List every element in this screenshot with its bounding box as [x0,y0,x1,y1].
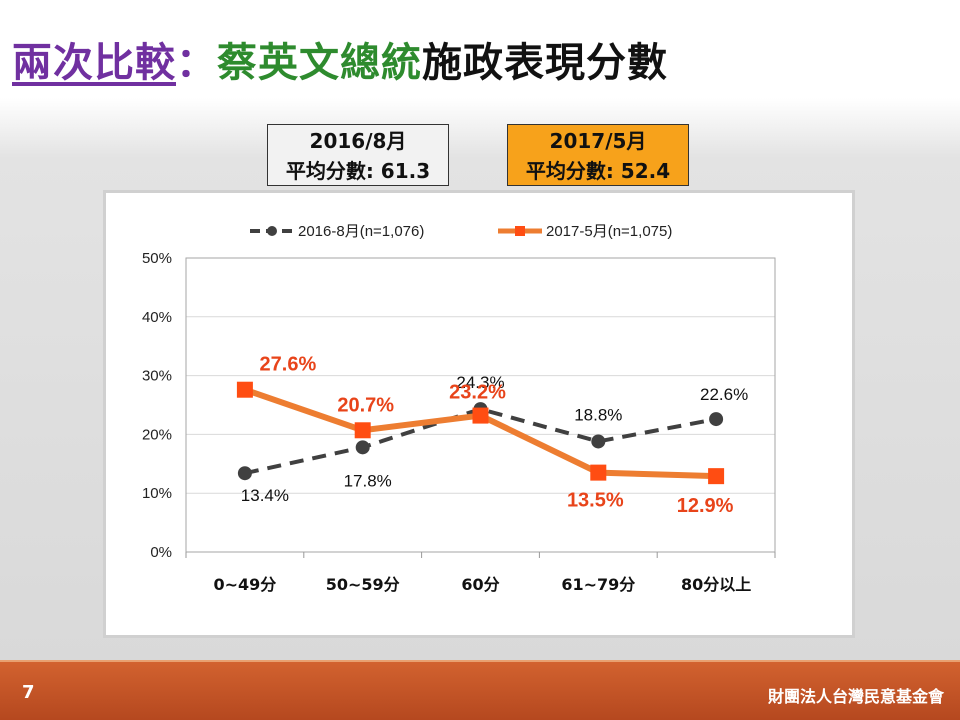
series-2017-data-label: 23.2% [449,382,506,404]
x-category-label: 0~49分 [213,575,276,594]
title-president: 蔡英文總統 [217,40,422,86]
score-box-2017: 2017/5月 平均分數: 52.4 [507,124,689,186]
legend-2017-marker [515,226,525,236]
score-box-2016-average: 平均分數: 61.3 [268,156,448,186]
title-comparison: 兩次比較 [12,40,176,86]
page-number: 7 [22,682,35,703]
series-2016-data-label: 24.3% [456,373,504,392]
slide-title: 兩次比較：蔡英文總統施政表現分數 [12,30,668,88]
legend-2016-label: 2016-8月(n=1,076) [298,223,424,240]
average-label: 平均分數: [525,159,621,183]
series-2017-point [236,381,253,398]
series-2016-data-label: 13.4% [241,486,289,505]
y-tick-label: 20% [142,426,172,443]
series-2016-data-label: 22.6% [700,385,748,404]
legend-2017-label: 2017-5月(n=1,075) [546,223,672,240]
series-2017-point [472,407,489,424]
title-separator: ： [176,40,217,86]
x-category-label: 61~79分 [561,575,635,594]
score-box-2016-date: 2016/8月 [309,129,407,153]
series-2016-point [591,434,606,449]
x-category-label: 50~59分 [326,575,400,594]
series-2017-point [354,422,371,439]
y-tick-label: 50% [142,250,172,267]
x-category-label: 80分以上 [681,575,751,594]
series-2017-data-label: 27.6% [260,354,317,376]
legend-2016-marker [267,226,277,236]
y-tick-label: 30% [142,368,172,385]
series-2016-line [244,407,717,476]
series-2017-point [590,464,607,481]
y-tick-label: 10% [142,485,172,502]
average-label: 平均分數: [285,159,381,183]
plot-border [185,257,776,553]
series-2016-data-label: 18.8% [574,405,622,424]
score-box-2016: 2016/8月 平均分數: 61.3 [267,124,449,186]
series-2016-point [709,412,724,427]
footer-bar [0,662,960,720]
series-2016-point [237,466,252,481]
series-2017-data-label: 12.9% [677,495,734,517]
series-2017-point [708,468,725,485]
series-2017-data-label: 13.5% [567,490,624,512]
x-category-label: 60分 [461,575,499,594]
organization-name: 財團法人台灣民意基金會 [767,687,944,706]
title-topic: 施政表現分數 [422,40,668,86]
footer-divider [0,660,960,663]
line-chart: 0% 10% 20% 30% 40% 50% 0~49分 50~59分 60分 61~79分 80分… [142,223,776,594]
average-value: 61.3 [380,159,431,183]
chart-panel: 0% 10% 20% 30% 40% 50% 0~49分 50~59分 60分 61~79分 80分… [103,190,855,638]
average-value: 52.4 [620,159,671,183]
y-tick-label: 0% [150,544,172,561]
series-2017-data-label: 20.7% [337,394,394,416]
series-2016-data-label: 17.8% [344,471,392,490]
score-box-2017-average: 平均分數: 52.4 [508,156,688,186]
y-tick-label: 40% [142,309,172,326]
series-2016-point [355,440,370,455]
title-bar: 兩次比較：蔡英文總統施政表現分數 [0,0,960,98]
score-box-2017-date: 2017/5月 [549,129,647,153]
